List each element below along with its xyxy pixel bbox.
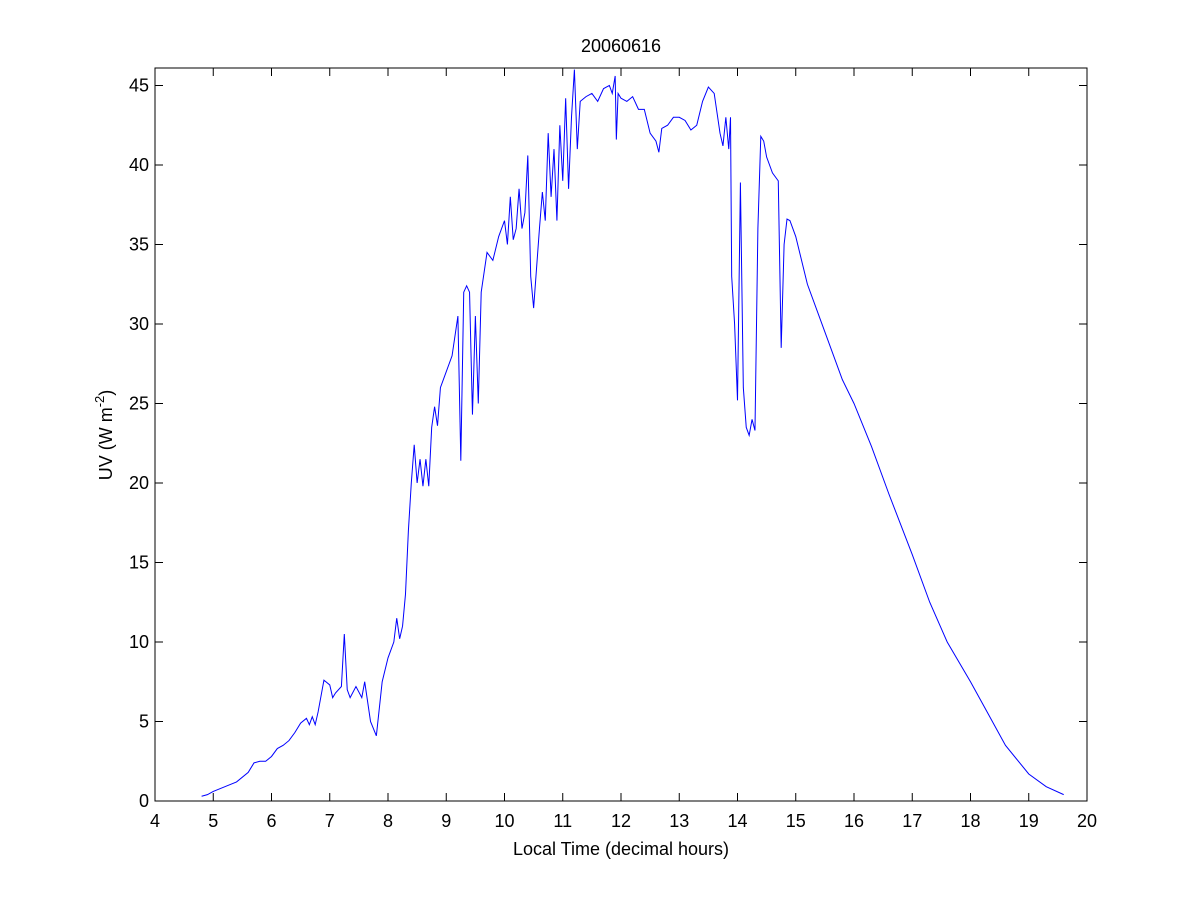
y-tick-label: 45: [129, 75, 149, 95]
x-tick-label: 12: [611, 811, 631, 831]
x-tick-label: 6: [266, 811, 276, 831]
x-tick-label: 18: [960, 811, 980, 831]
y-tick-label: 30: [129, 314, 149, 334]
chart-title: 20060616: [581, 36, 661, 56]
x-axis-label: Local Time (decimal hours): [513, 839, 729, 859]
x-tick-label: 16: [844, 811, 864, 831]
plot-box: [154, 67, 1088, 802]
x-tick-label: 19: [1019, 811, 1039, 831]
y-tick-label: 35: [129, 234, 149, 254]
y-tick-label: 0: [139, 791, 149, 811]
x-tick-label: 20: [1077, 811, 1097, 831]
x-tick-label: 5: [208, 811, 218, 831]
y-tick-label: 15: [129, 552, 149, 572]
y-tick-label: 25: [129, 393, 149, 413]
y-tick-label: 10: [129, 632, 149, 652]
x-tick-label: 7: [325, 811, 335, 831]
x-tick-label: 4: [150, 811, 160, 831]
x-tick-label: 14: [727, 811, 747, 831]
y-tick-label: 20: [129, 473, 149, 493]
y-label-superscript: -2: [92, 396, 107, 408]
x-tick-label: 11: [553, 811, 572, 831]
y-tick-label: 40: [129, 155, 149, 175]
x-tick-label: 13: [669, 811, 689, 831]
uv-line: [201, 69, 1064, 797]
x-tick-label: 9: [441, 811, 451, 831]
y-label-suffix: ): [96, 390, 116, 396]
x-tick-label: 17: [902, 811, 922, 831]
x-tick-label: 15: [786, 811, 806, 831]
x-tick-label: 10: [494, 811, 514, 831]
y-axis-label: UV (W m-2): [92, 390, 116, 481]
y-tick-label: 5: [139, 711, 149, 731]
y-label-text: UV (W m: [96, 407, 116, 480]
x-tick-label: 8: [383, 811, 393, 831]
